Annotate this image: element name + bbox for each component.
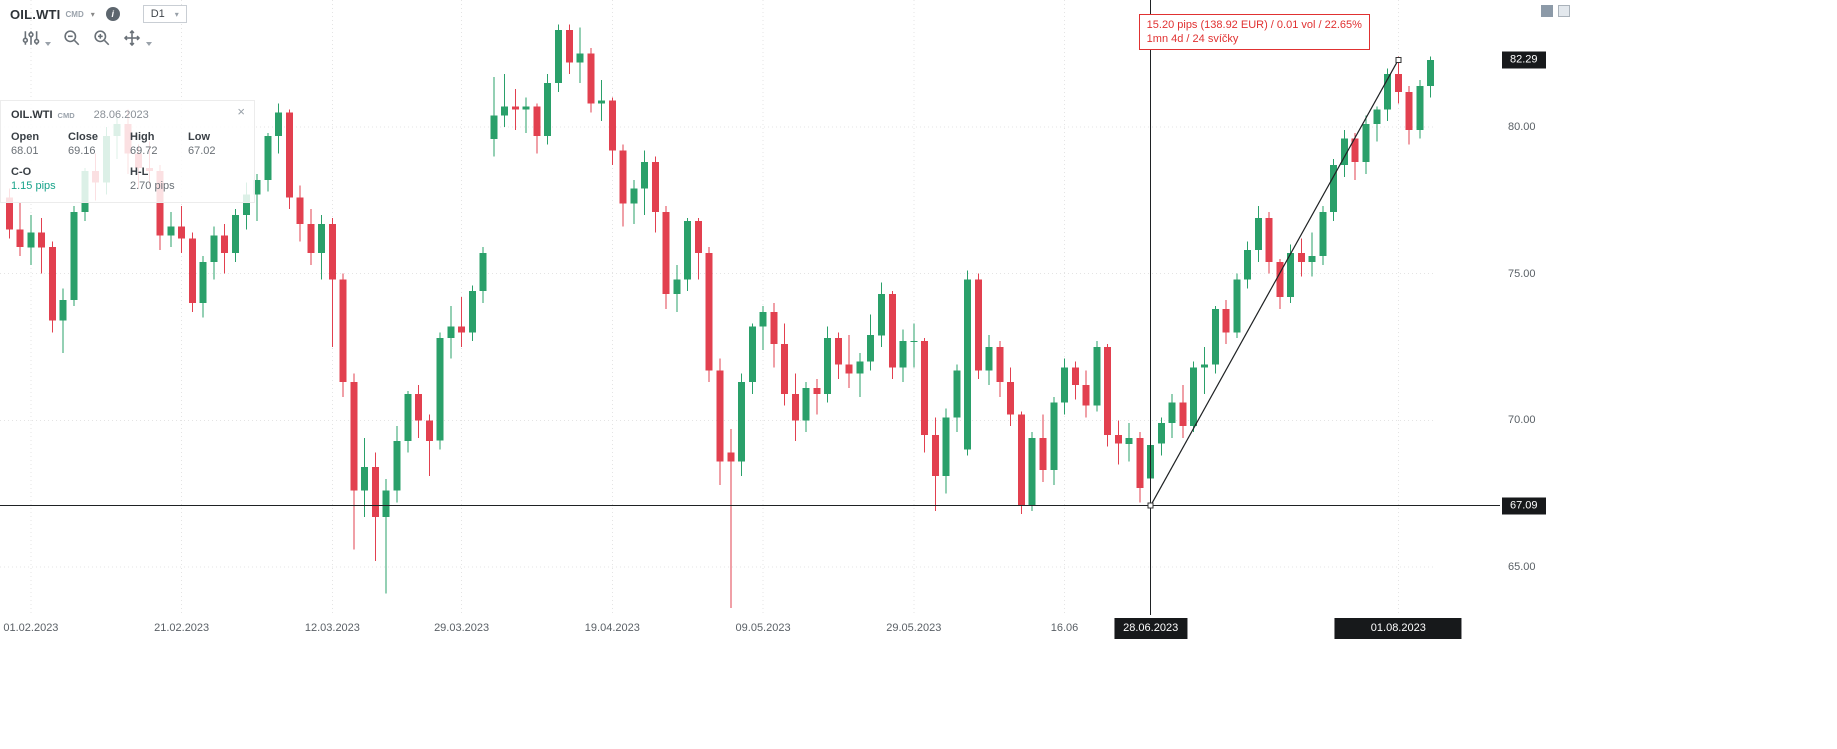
zoom-out-icon[interactable]	[63, 29, 81, 47]
candlestick-chart[interactable]	[0, 0, 1500, 615]
chart-toolbar	[22, 29, 152, 47]
symbol-name[interactable]: OIL.WTI	[10, 6, 61, 22]
symbol-type-badge: CMD	[65, 10, 84, 19]
window-icons	[1541, 5, 1570, 17]
price-badge: 67.09	[1502, 497, 1546, 515]
measure-line2: 1mn 4d / 24 svíčky	[1146, 33, 1239, 45]
price-tick-label: 70.00	[1508, 414, 1536, 427]
date-tick-label: 16.06	[1050, 622, 1079, 634]
low-label: Low	[188, 131, 210, 143]
price-badge: 82.29	[1502, 51, 1546, 69]
date-tick-label: 19.04.2023	[584, 622, 640, 634]
high-label: High	[130, 131, 155, 143]
price-tick-label: 75.00	[1508, 267, 1536, 280]
date-tick-label: 09.05.2023	[735, 622, 791, 634]
measure-line1: 15.20 pips (138.92 EUR) / 0.01 vol / 22.…	[1146, 19, 1362, 31]
candles	[5, 24, 1435, 608]
low-value: 67.02	[188, 145, 216, 157]
price-tick-label: 80.00	[1508, 120, 1536, 133]
co-value: 1.15 pips	[11, 180, 56, 192]
date-badge: 01.08.2023	[1334, 618, 1462, 639]
symbol-dropdown-caret[interactable]: ▾	[90, 9, 95, 19]
timeframe-select[interactable]: D1 ▾	[142, 5, 187, 23]
price-tick-label: 65.00	[1508, 560, 1536, 573]
ohlc-panel-header: OIL.WTI CMD 28.06.2023	[11, 109, 244, 121]
measure-tooltip: 15.20 pips (138.92 EUR) / 0.01 vol / 22.…	[1138, 14, 1370, 50]
date-tick-label: 29.05.2023	[886, 622, 942, 634]
close-label: Close	[68, 131, 98, 143]
timeframe-value: D1	[150, 8, 165, 20]
timeframe-caret: ▾	[174, 9, 179, 19]
ohlc-info-panel: OIL.WTI CMD 28.06.2023 × Open Close High…	[0, 100, 255, 203]
high-value: 69.72	[130, 145, 158, 157]
layout-grid-icon[interactable]	[1558, 5, 1570, 17]
date-badge: 28.06.2023	[1114, 618, 1188, 639]
hl-label: H-L	[130, 166, 149, 178]
close-icon[interactable]: ×	[237, 104, 245, 119]
indicators-icon[interactable]	[22, 29, 40, 47]
zoom-in-icon[interactable]	[93, 29, 111, 47]
pan-icon[interactable]	[123, 29, 141, 47]
indicators-dropdown-caret[interactable]	[45, 42, 51, 46]
pan-dropdown-caret[interactable]	[146, 42, 152, 46]
symbol-bar: OIL.WTI CMD ▾ i D1 ▾	[10, 5, 187, 23]
open-value: 68.01	[11, 145, 39, 157]
gridlines	[0, 0, 1436, 615]
date-tick-label: 21.02.2023	[154, 622, 210, 634]
ohlc-symbol: OIL.WTI	[11, 109, 53, 121]
hl-value: 2.70 pips	[130, 180, 175, 192]
date-tick-label: 01.02.2023	[3, 622, 59, 634]
trend-handle-start[interactable]	[1147, 502, 1154, 509]
ohlc-date: 28.06.2023	[93, 109, 149, 121]
co-label: C-O	[11, 166, 32, 178]
date-tick-label: 29.03.2023	[434, 622, 490, 634]
ohlc-symbol-badge: CMD	[57, 111, 75, 120]
ohlc-stats: C-O H-L 1.15 pips 2.70 pips	[11, 166, 244, 192]
info-icon[interactable]: i	[105, 7, 120, 21]
ohlc-values: Open Close High Low 68.01 69.16 69.72 67…	[11, 131, 244, 157]
date-tick-label: 12.03.2023	[304, 622, 360, 634]
open-label: Open	[11, 131, 40, 143]
trend-handle-end[interactable]	[1395, 56, 1402, 63]
close-value: 69.16	[68, 145, 96, 157]
new-window-icon[interactable]	[1541, 5, 1553, 17]
trend-line[interactable]	[1150, 59, 1399, 506]
